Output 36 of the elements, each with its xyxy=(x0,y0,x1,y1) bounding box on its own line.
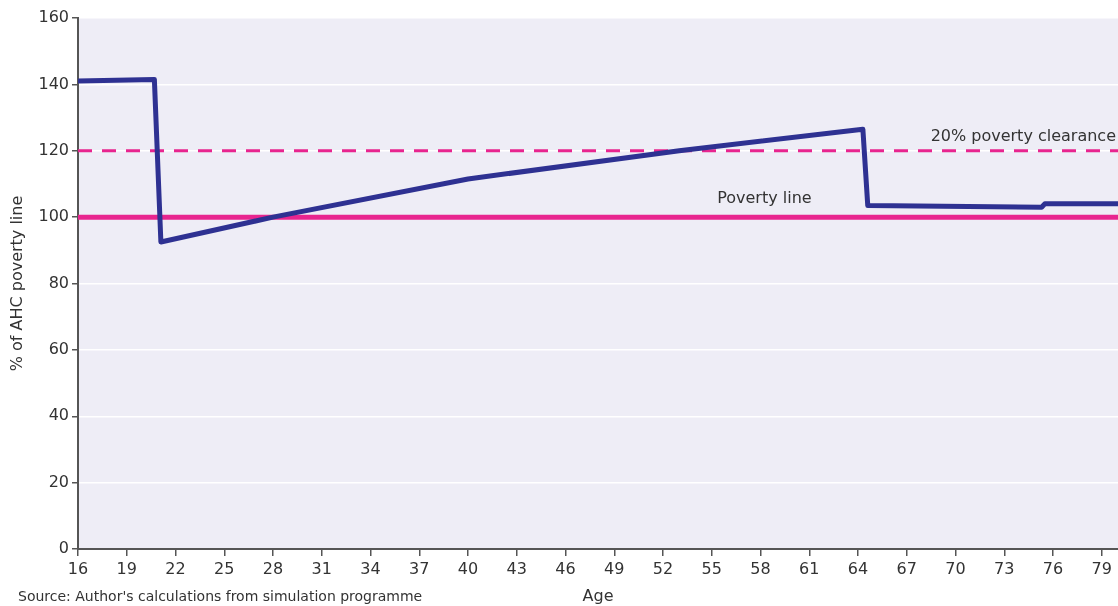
x-tick-label: 64 xyxy=(847,558,869,578)
y-tick-label: 0 xyxy=(58,538,69,558)
x-tick-label: 43 xyxy=(506,558,527,578)
x-tick-label: 16 xyxy=(67,558,89,578)
x-tick-label: 70 xyxy=(945,558,966,578)
y-tick-label: 20 xyxy=(48,471,69,491)
x-axis-title: Age xyxy=(582,585,614,605)
ref-line-label: Poverty line xyxy=(717,188,812,208)
y-axis-title: % of AHC poverty line xyxy=(6,195,26,372)
x-tick-label: 46 xyxy=(555,558,576,578)
y-tick-label: 160 xyxy=(38,7,69,27)
x-tick-label: 79 xyxy=(1091,558,1112,578)
x-tick-label: 19 xyxy=(116,558,137,578)
x-tick-label: 58 xyxy=(750,558,771,578)
x-tick-label: 67 xyxy=(896,558,917,578)
x-tick-label: 49 xyxy=(604,558,625,578)
x-tick-label: 55 xyxy=(701,558,722,578)
x-tick-label: 25 xyxy=(214,558,235,578)
y-tick-label: 120 xyxy=(38,139,69,159)
y-tick-label: 100 xyxy=(38,206,69,226)
y-tick-label: 80 xyxy=(48,272,69,292)
y-tick-label: 140 xyxy=(38,73,69,93)
x-tick-label: 34 xyxy=(360,558,381,578)
x-tick-label: 22 xyxy=(165,558,186,578)
ref-line-label: 20% poverty clearance xyxy=(930,125,1116,145)
x-tick-label: 76 xyxy=(1042,558,1064,578)
x-tick-label: 73 xyxy=(994,558,1015,578)
x-tick-label: 40 xyxy=(457,558,479,578)
x-tick-label: 61 xyxy=(799,558,820,578)
x-tick-label: 31 xyxy=(311,558,332,578)
y-tick-label: 60 xyxy=(48,339,69,359)
x-tick-label: 37 xyxy=(409,558,430,578)
x-tick-label: 52 xyxy=(652,558,674,578)
y-tick-label: 40 xyxy=(48,405,69,425)
source-note: Source: Author's calculations from simulation programme xyxy=(18,587,423,604)
x-tick-label: 28 xyxy=(262,558,284,578)
